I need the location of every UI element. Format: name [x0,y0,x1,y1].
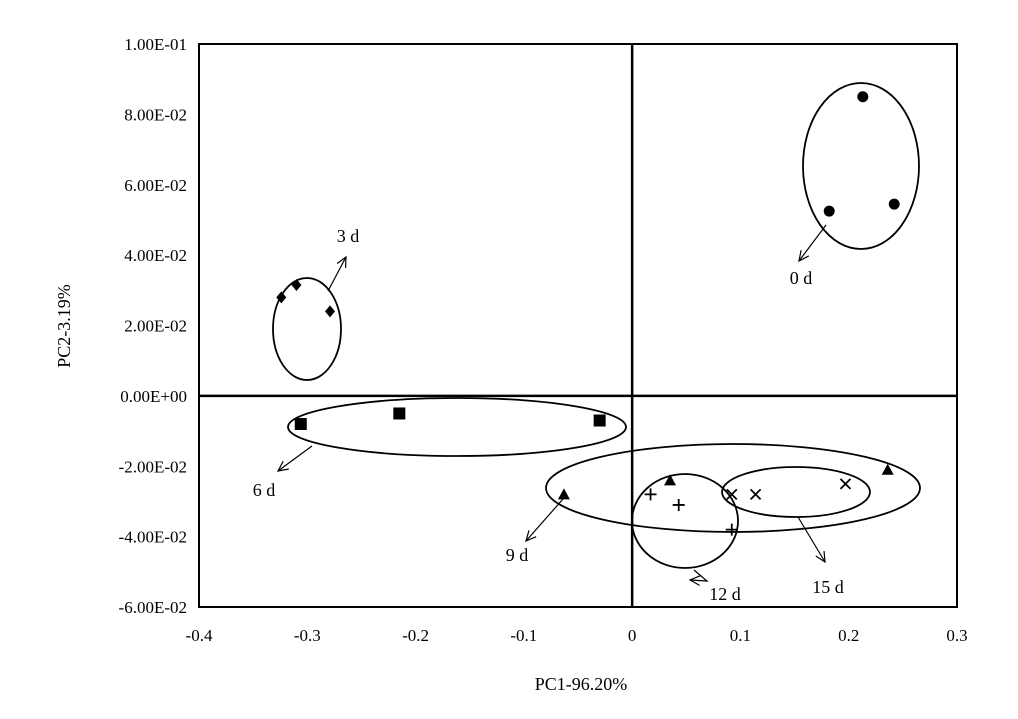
data-point [823,205,835,217]
data-points [276,91,900,536]
data-point [857,91,869,103]
x-tick-label: -0.1 [510,626,537,645]
cluster-ellipse [272,277,342,381]
cluster-ellipses [272,82,921,569]
x-tick-label: -0.4 [186,626,213,645]
group-label: 6 d [253,480,276,500]
x-tick-label: -0.3 [294,626,321,645]
cluster-ellipse [287,397,627,457]
x-tick-label: 0.3 [946,626,967,645]
y-tick-label: 2.00E-02 [124,317,187,336]
data-point [276,291,287,304]
annotation-arrowhead [688,575,701,586]
y-tick-label: -6.00E-02 [119,598,187,617]
annotation-arrow [797,516,826,563]
annotation-arrowhead [798,250,810,263]
axes [198,43,958,608]
group-labels: 0 d 3 d 6 d 9 d 12 d 15 d [253,224,844,604]
data-point [593,414,606,427]
group-label: 12 d [709,584,741,604]
data-point [726,488,738,501]
annotation-arrowhead [815,550,826,564]
data-point [325,305,336,318]
y-tick-label: 0.00E+00 [120,387,187,406]
data-point [294,418,307,431]
y-axis-label: PC2-3.19% [54,284,74,368]
data-point [644,488,657,501]
data-point [888,198,900,210]
tick-labels: -0.4 -0.3 -0.2 -0.1 0 0.1 0.2 0.3 1.00E-01 8.00E-… [119,35,968,645]
x-tick-label: 0 [628,626,637,645]
y-tick-label: 4.00E-02 [124,246,187,265]
y-tick-label: -2.00E-02 [119,457,187,476]
x-tick-label: 0.1 [730,626,751,645]
cluster-ellipse [721,466,871,518]
data-point [839,478,852,490]
annotation-arrowhead [525,530,537,543]
cluster-ellipse [545,443,921,533]
annotation-arrowhead [336,255,347,269]
data-point [664,474,677,486]
annotation-arrow [798,224,827,262]
y-tick-label: 6.00E-02 [124,176,187,195]
group-label: 3 d [337,226,360,246]
group-label: 15 d [812,577,844,597]
x-axis-label: PC1-96.20% [535,674,628,694]
annotation-arrow [277,445,313,472]
annotation-arrow [689,569,709,582]
data-point [881,463,894,475]
data-point [749,488,762,501]
y-tick-label: 8.00E-02 [124,105,187,124]
data-point [291,279,302,292]
y-tick-label: 1.00E-01 [124,35,187,54]
group-label: 9 d [506,545,529,565]
annotation-arrowhead [276,460,289,472]
plot-frame [198,43,958,608]
data-point [672,498,685,511]
annotation-arrow [327,256,347,292]
group-label: 0 d [790,268,813,288]
x-tick-label: -0.2 [402,626,429,645]
cluster-ellipse [802,82,920,250]
annotation-arrow [525,498,564,542]
x-tick-label: 0.2 [838,626,859,645]
data-point [393,407,406,420]
y-tick-label: -4.00E-02 [119,528,187,547]
data-point [557,488,570,500]
data-point [725,523,738,536]
